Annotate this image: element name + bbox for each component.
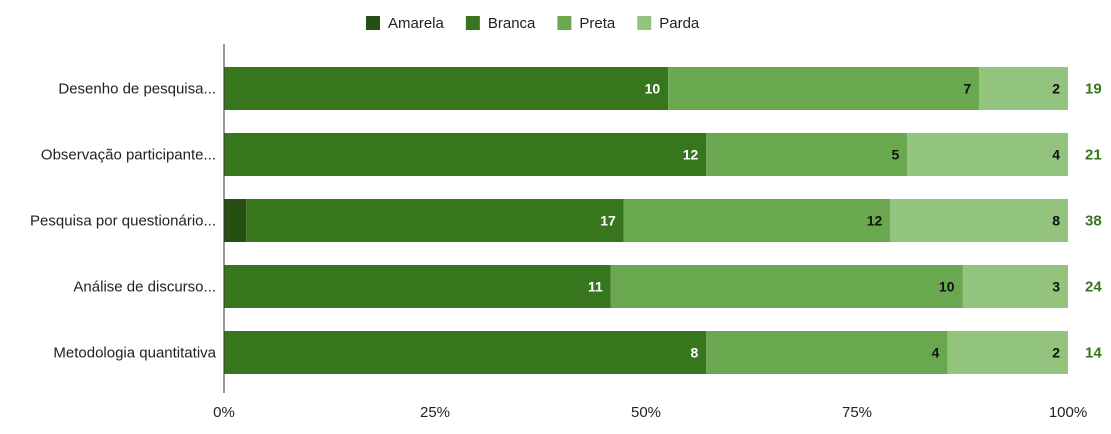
segment-value-label: 4 xyxy=(932,345,940,361)
bar-segment-parda xyxy=(962,265,1068,308)
x-axis: 0% 25% 50% 75% 100% xyxy=(213,44,1087,421)
x-tick-label: 100% xyxy=(1049,404,1087,421)
bar-segment-amarela xyxy=(224,199,247,242)
segment-value-label: 3 xyxy=(1052,279,1060,295)
segment-value-label: 12 xyxy=(867,213,883,229)
total-value-label: 19 xyxy=(1085,81,1102,98)
bar-segment-parda xyxy=(947,331,1068,374)
bar-segment-preta xyxy=(706,331,948,374)
segment-value-label: 8 xyxy=(1052,213,1060,229)
legend: Amarela Branca Preta Parda xyxy=(366,15,700,32)
bar-segment-preta xyxy=(610,265,963,308)
bar-segment-parda xyxy=(890,199,1068,242)
segment-value-label: 5 xyxy=(891,147,899,163)
total-value-label: 14 xyxy=(1085,345,1102,362)
legend-swatch-preta xyxy=(557,16,572,30)
total-value-label: 24 xyxy=(1085,279,1102,296)
segment-value-label: 12 xyxy=(683,147,699,163)
bars: 10 7 2 19 12 5 4 21 17 12 8 38 11 10 3 24 8 4 2 14 xyxy=(224,67,1102,374)
bar-segment-preta xyxy=(623,199,891,242)
total-value-label: 21 xyxy=(1085,147,1102,164)
x-tick-label: 50% xyxy=(631,404,661,421)
x-tick-label: 25% xyxy=(420,404,450,421)
legend-swatch-amarela xyxy=(366,16,380,30)
segment-value-label: 2 xyxy=(1052,345,1060,361)
segment-value-label: 2 xyxy=(1052,81,1060,97)
segment-value-label: 10 xyxy=(939,279,955,295)
x-tick-label: 0% xyxy=(213,404,235,421)
bar-segment-parda xyxy=(907,133,1068,176)
category-label: Pesquisa por questionário... xyxy=(30,213,216,230)
legend-swatch-branca xyxy=(465,16,480,30)
segment-value-label: 4 xyxy=(1052,147,1060,163)
bar-segment-parda xyxy=(979,67,1068,110)
segment-value-label: 10 xyxy=(645,81,661,97)
bar-segment-branca xyxy=(224,331,707,374)
segment-value-label: 7 xyxy=(963,81,971,97)
bar-segment-branca xyxy=(246,199,624,242)
bar-segment-preta xyxy=(668,67,980,110)
segment-value-label: 17 xyxy=(600,213,616,229)
category-label: Análise de discurso... xyxy=(73,279,216,296)
category-label: Desenho de pesquisa... xyxy=(58,81,216,98)
bar-segment-preta xyxy=(706,133,908,176)
bar-segment-branca xyxy=(224,265,611,308)
legend-label-parda: Parda xyxy=(659,15,700,32)
legend-label-amarela: Amarela xyxy=(388,15,445,32)
bar-segment-branca xyxy=(224,133,707,176)
category-label: Observação participante... xyxy=(41,147,216,164)
segment-value-label: 8 xyxy=(690,345,698,361)
segment-value-label: 11 xyxy=(588,279,603,295)
category-label: Metodologia quantitativa xyxy=(53,345,216,362)
legend-label-branca: Branca xyxy=(488,15,536,32)
category-labels: Desenho de pesquisa... Observação partici… xyxy=(30,81,217,362)
bar-segment-branca xyxy=(224,67,669,110)
x-tick-label: 75% xyxy=(842,404,872,421)
total-value-label: 38 xyxy=(1085,213,1102,230)
legend-swatch-parda xyxy=(637,16,652,30)
legend-label-preta: Preta xyxy=(579,15,616,32)
